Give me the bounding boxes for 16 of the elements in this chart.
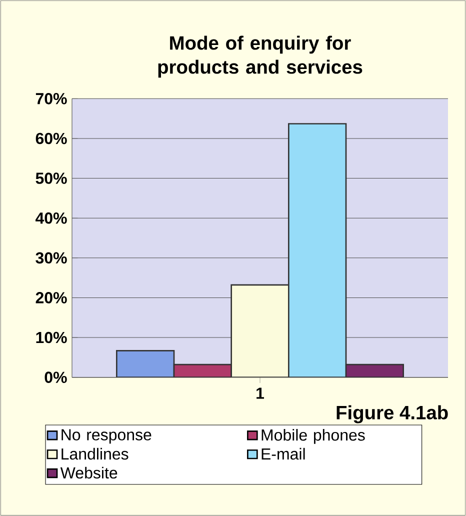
legend-label: Website — [60, 466, 118, 479]
legend-label: E-mail — [262, 448, 305, 460]
caption: Figure 4.1ab — [336, 405, 448, 424]
y-tick-label: 60% — [36, 132, 67, 144]
y-tick-label: 0% — [44, 372, 67, 383]
y-tick-label: 70% — [36, 93, 67, 104]
y-tick-label: 20% — [36, 292, 67, 304]
y-tick-label: 40% — [36, 212, 67, 224]
legend-label: Mobile phones — [262, 428, 365, 444]
y-tick-label: 30% — [36, 252, 67, 264]
chart-title: Mode of enquiry for products and services — [158, 36, 362, 78]
legend-label: Landlines — [62, 448, 128, 460]
y-tick-label: 10% — [36, 332, 67, 344]
legend-label: No response — [62, 429, 152, 444]
y-tick-label: 50% — [36, 172, 67, 184]
x-tick-label: 1 — [256, 388, 264, 399]
